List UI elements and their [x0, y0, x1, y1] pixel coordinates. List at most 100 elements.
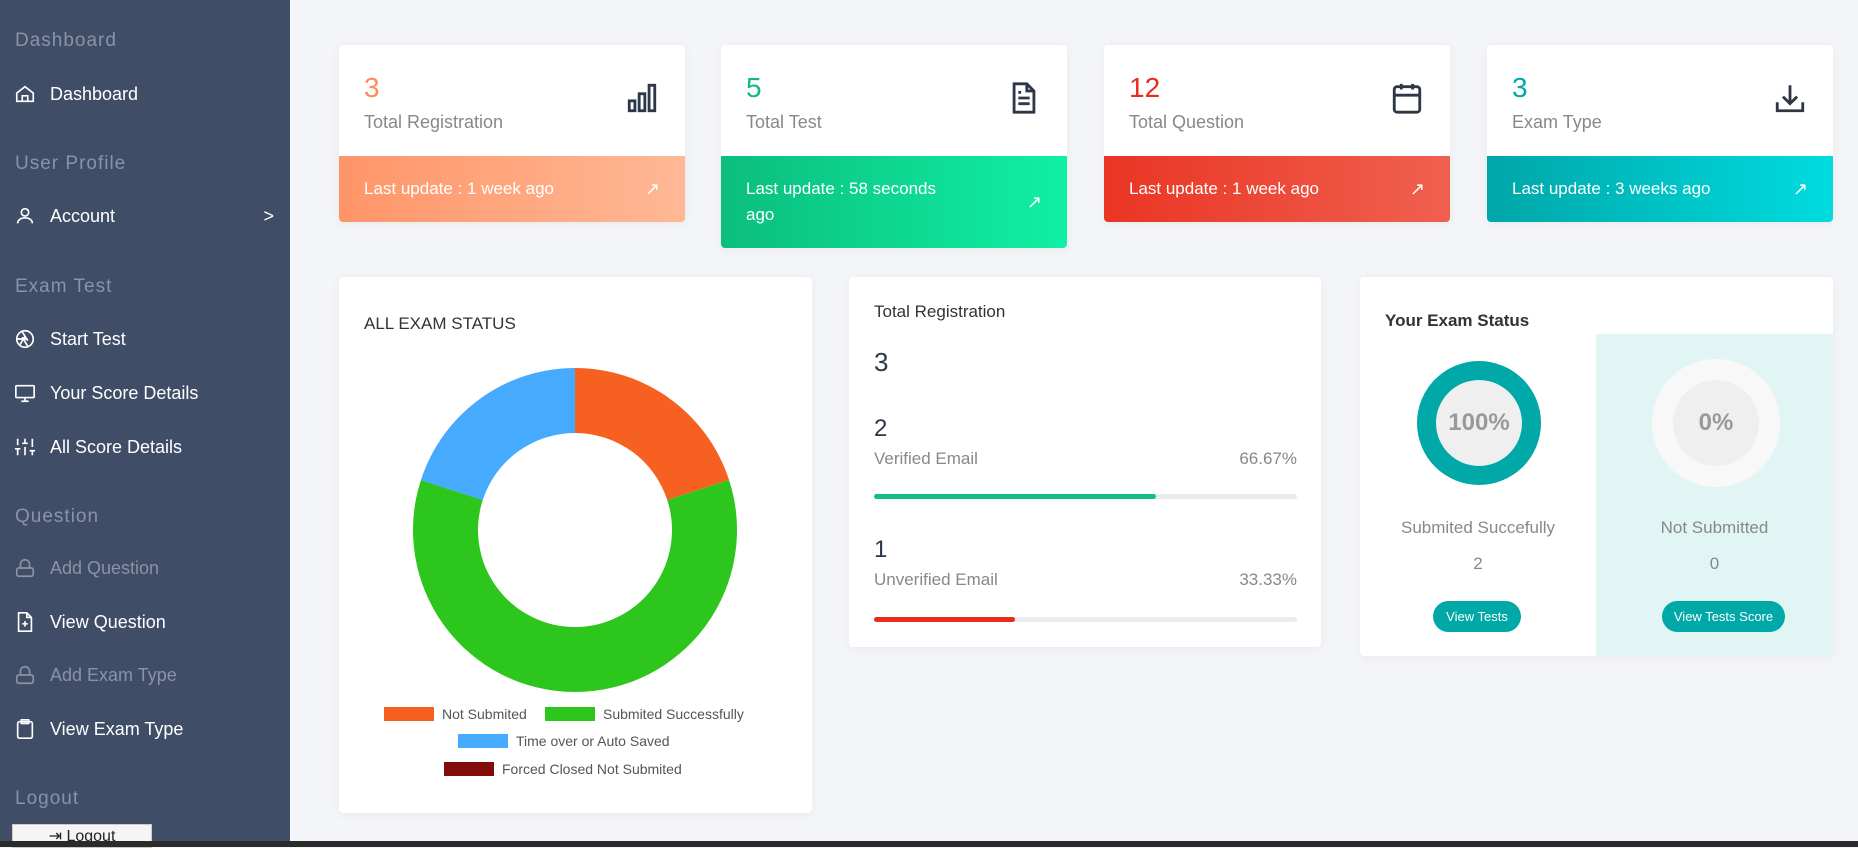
- stat-label: Total Registration: [364, 112, 504, 132]
- sidebar-item-all-score-details[interactable]: All Score Details: [14, 436, 274, 458]
- not-submitted-count: 0: [1709, 554, 1720, 573]
- legend-swatch: [444, 762, 494, 776]
- donut-slice-not-submited[interactable]: [575, 368, 730, 501]
- label: Add Exam Type: [50, 664, 177, 685]
- stat-label: Total Question: [1129, 112, 1245, 132]
- panel-title: Your Exam Status: [1385, 311, 1530, 330]
- label: All Score Details: [50, 436, 183, 457]
- sidebar-item-your-score-details[interactable]: Your Score Details: [14, 382, 274, 404]
- donut-chart: [413, 368, 737, 692]
- not-submitted-progress-ring: 0%: [1652, 359, 1780, 487]
- bottom-bar: [0, 841, 1858, 847]
- legend-label: Submited Successfully: [603, 706, 744, 722]
- label: Start Test: [50, 328, 126, 349]
- legend-swatch: [545, 707, 595, 721]
- clipboard-icon: [16, 719, 34, 739]
- logout-button[interactable]: ⇥ Logout: [12, 824, 152, 848]
- label: Dashboard: [50, 83, 139, 104]
- stat-card-total-test: 5 Total Test Last update : 58 seconds ag…: [721, 45, 1067, 248]
- sidebar-item-account[interactable]: Account >: [14, 205, 274, 227]
- unverified-progress: [874, 617, 1297, 622]
- stat-footer: Last update : 1 week ago: [364, 179, 554, 198]
- lock-icon: [15, 665, 35, 685]
- verified-label: Verified Email: [874, 449, 978, 468]
- calendar-icon: [1392, 83, 1422, 114]
- user-icon: [16, 207, 34, 224]
- submitted-count: 2: [1473, 554, 1483, 573]
- sidebar: Dashboard Dashboard User Profile Account…: [0, 0, 290, 848]
- trending-up-icon: ↗: [1026, 192, 1042, 212]
- download-icon: [1775, 85, 1805, 113]
- verified-progress: [874, 494, 1297, 499]
- stat-value: 3: [1512, 72, 1528, 103]
- panel-title: Total Registration: [874, 302, 1006, 321]
- trending-up-icon: ↗: [1792, 179, 1808, 199]
- section-logout: Logout: [15, 788, 80, 809]
- unverified-label: Unverified Email: [874, 570, 998, 589]
- sliders-icon: [14, 438, 36, 456]
- donut-slice-submited-successfully[interactable]: [413, 479, 737, 692]
- submitted-percent: 100%: [1436, 380, 1522, 466]
- label: Account: [50, 205, 116, 226]
- bar-chart-icon: [627, 83, 657, 113]
- total-registration-panel: Total Registration 3 2 Verified Email 66…: [849, 277, 1321, 647]
- monitor-icon: [15, 384, 35, 403]
- legend-item[interactable]: Submited Successfully: [545, 706, 744, 722]
- legend-swatch: [384, 707, 434, 721]
- stat-card-total-registration: 3 Total Registration Last update : 1 wee…: [339, 45, 685, 222]
- stat-label: Exam Type: [1512, 112, 1602, 132]
- sidebar-item-dashboard[interactable]: Dashboard: [14, 83, 274, 105]
- stat-value: 12: [1129, 72, 1161, 103]
- progress-fill: [874, 494, 1156, 499]
- unverified-percent: 33.33%: [1239, 570, 1297, 589]
- submitted-label: Submited Succefully: [1400, 518, 1556, 537]
- file-text-icon: [1012, 82, 1036, 114]
- sidebar-item-add-question[interactable]: Add Question: [14, 557, 274, 579]
- aperture-icon: [15, 329, 35, 349]
- section-exam-test: Exam Test: [15, 276, 113, 297]
- your-exam-status-panel: Your Exam Status 100% Submited Succefull…: [1360, 277, 1833, 656]
- all-exam-status-panel: ALL EXAM STATUS Not Submited Submited Su…: [339, 277, 812, 813]
- legend-swatch: [458, 734, 508, 748]
- sidebar-item-start-test[interactable]: Start Test: [14, 328, 274, 350]
- file-plus-icon: [17, 612, 33, 632]
- not-submitted-percent: 0%: [1673, 380, 1759, 466]
- legend-item[interactable]: Not Submited: [384, 706, 527, 722]
- stat-value: 3: [364, 72, 380, 103]
- legend-label: Time over or Auto Saved: [516, 733, 670, 749]
- sidebar-item-add-exam-type[interactable]: Add Exam Type: [14, 664, 274, 686]
- stat-card-exam-type: 3 Exam Type Last update : 3 weeks ago ↗: [1487, 45, 1833, 222]
- legend-item[interactable]: Time over or Auto Saved: [458, 733, 670, 749]
- label: Your Score Details: [50, 382, 199, 403]
- view-tests-button[interactable]: View Tests: [1433, 601, 1521, 632]
- stat-label: Total Test: [746, 112, 822, 132]
- stat-footer: Last update : 1 week ago: [1129, 179, 1319, 198]
- unverified-count: 1: [874, 536, 888, 563]
- view-tests-score-button[interactable]: View Tests Score: [1662, 601, 1785, 632]
- section-dashboard: Dashboard: [15, 30, 117, 51]
- label: Add Question: [50, 557, 160, 578]
- chevron-right-icon: >: [263, 205, 274, 226]
- donut-slice-time-over-or-auto-saved[interactable]: [420, 368, 575, 501]
- verified-count: 2: [874, 415, 888, 442]
- progress-fill: [874, 617, 1015, 622]
- label: View Question: [50, 611, 166, 632]
- stat-footer: Last update : 3 weeks ago: [1512, 179, 1711, 198]
- chart-title: ALL EXAM STATUS: [364, 314, 516, 333]
- sidebar-item-view-question[interactable]: View Question: [14, 611, 274, 633]
- submitted-progress-ring: 100%: [1417, 361, 1541, 485]
- verified-percent: 66.67%: [1239, 449, 1297, 468]
- label: View Exam Type: [50, 718, 184, 739]
- home-icon: [15, 85, 35, 103]
- sidebar-item-view-exam-type[interactable]: View Exam Type: [14, 718, 274, 740]
- stat-footer: Last update : 58 seconds ago: [746, 179, 936, 224]
- section-question: Question: [15, 506, 100, 527]
- lock-icon: [15, 558, 35, 578]
- not-submitted-label: Not Submitted: [1660, 518, 1769, 537]
- trending-up-icon: ↗: [1409, 179, 1425, 199]
- legend-label: Forced Closed Not Submited: [502, 761, 682, 777]
- legend-item[interactable]: Forced Closed Not Submited: [444, 761, 682, 777]
- legend-label: Not Submited: [442, 706, 527, 722]
- registration-total: 3: [874, 347, 889, 377]
- trending-up-icon: ↗: [644, 179, 660, 199]
